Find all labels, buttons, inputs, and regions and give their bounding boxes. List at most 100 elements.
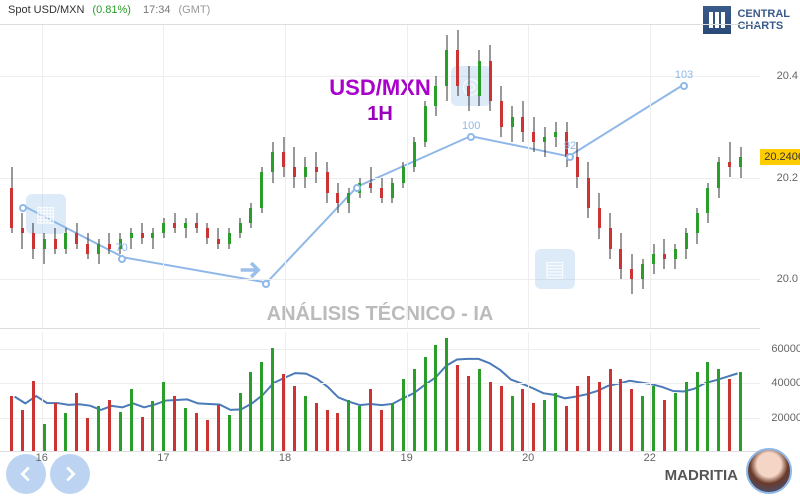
volume-bar — [717, 369, 720, 451]
trend-label: 92 — [564, 140, 576, 152]
volume-bar — [434, 345, 437, 451]
y-axis-label: 20.0 — [777, 273, 798, 285]
watermark-icon: ▦ — [26, 194, 66, 234]
volume-bar — [347, 400, 350, 451]
volume-bar — [445, 338, 448, 451]
trend-label: 70 — [115, 242, 127, 254]
watermark-icon: ▤ — [535, 249, 575, 289]
volume-bar — [271, 348, 274, 451]
volume-bar — [32, 381, 35, 451]
volume-bar — [21, 410, 24, 451]
volume-bar — [685, 382, 688, 451]
volume-bar — [260, 362, 263, 451]
volume-bar — [652, 386, 655, 451]
volume-bar — [54, 403, 57, 451]
volume-bar — [173, 396, 176, 451]
volume-bar — [206, 420, 209, 451]
volume-bar — [402, 379, 405, 451]
x-axis-label: 17 — [157, 452, 169, 464]
volume-bar — [369, 389, 372, 451]
volume-bar — [108, 400, 111, 451]
author-label: MADRITIA — [665, 467, 738, 484]
current-price-tag: 20.2406 — [760, 149, 800, 165]
volume-bar — [228, 415, 231, 451]
volume-bar — [521, 389, 524, 451]
change-pct: (0.81%) — [92, 4, 131, 16]
volume-bar — [304, 396, 307, 451]
volume-bar — [641, 396, 644, 451]
trend-point — [680, 82, 688, 90]
chart-header: Spot USD/MXN (0.81%) 17:34 (GMT) — [8, 4, 210, 16]
volume-bar — [336, 413, 339, 451]
volume-bar — [380, 410, 383, 451]
volume-bar — [674, 393, 677, 451]
volume-bar — [532, 403, 535, 451]
trend-point — [467, 133, 475, 141]
next-button[interactable] — [50, 454, 90, 494]
volume-y-label: 20000 — [771, 412, 800, 424]
timezone-label: (GMT) — [178, 4, 210, 16]
volume-bar — [728, 379, 731, 451]
author-avatar-icon[interactable] — [746, 448, 792, 494]
volume-bar — [543, 400, 546, 451]
trend-label: 103 — [675, 69, 693, 81]
volume-bar — [663, 400, 666, 451]
volume-bar — [609, 369, 612, 451]
volume-bar — [467, 376, 470, 451]
volume-bar — [630, 389, 633, 451]
x-axis-label: 22 — [644, 452, 656, 464]
volume-bar — [739, 372, 742, 451]
volume-bar — [141, 417, 144, 451]
trend-point — [566, 153, 574, 161]
volume-bar — [696, 372, 699, 451]
pair-label: Spot USD/MXN — [8, 4, 84, 16]
volume-bar — [500, 386, 503, 451]
volume-bar — [424, 357, 427, 451]
volume-bar — [413, 369, 416, 451]
volume-bar — [97, 406, 100, 451]
volume-bar — [576, 386, 579, 451]
volume-bar — [456, 365, 459, 451]
trend-point — [353, 184, 361, 192]
volume-bar — [706, 362, 709, 451]
volume-bar — [184, 408, 187, 451]
volume-bar — [293, 386, 296, 451]
x-axis-label: 16 — [36, 452, 48, 464]
volume-bar — [511, 396, 514, 451]
volume-bar — [239, 393, 242, 451]
volume-bar — [151, 401, 154, 451]
volume-bar — [565, 406, 568, 451]
price-chart[interactable]: USD/MXN 1H ANÁLISIS TÉCNICO - IA 20.020.… — [0, 24, 760, 329]
x-axis-label: 20 — [522, 452, 534, 464]
volume-bar — [358, 406, 361, 451]
trend-point — [118, 255, 126, 263]
x-axis-label: 19 — [400, 452, 412, 464]
y-axis-label: 20.2 — [777, 172, 798, 184]
volume-bar — [86, 418, 89, 451]
x-axis-label: 18 — [279, 452, 291, 464]
volume-bar — [619, 379, 622, 451]
volume-bar — [478, 369, 481, 451]
volume-bar — [195, 413, 198, 451]
volume-bar — [249, 372, 252, 451]
volume-bar — [554, 393, 557, 451]
volume-bar — [282, 374, 285, 451]
volume-bar — [326, 410, 329, 451]
trend-point — [262, 280, 270, 288]
chart-title: USD/MXN 1H — [329, 75, 430, 126]
volume-y-label: 60000 — [771, 343, 800, 355]
volume-bar — [43, 424, 46, 451]
time-label: 17:34 — [143, 4, 171, 16]
volume-bar — [391, 403, 394, 451]
volume-bar — [598, 382, 601, 451]
volume-bar — [119, 412, 122, 451]
volume-bar — [162, 382, 165, 451]
volume-bar — [217, 405, 220, 451]
volume-bar — [64, 413, 67, 451]
trend-point — [19, 204, 27, 212]
trend-label: 100 — [462, 120, 480, 132]
volume-panel[interactable]: 200004000060000 — [0, 332, 760, 452]
y-axis-label: 20.4 — [777, 70, 798, 82]
volume-bar — [489, 382, 492, 451]
chart-subtitle: ANÁLISIS TÉCNICO - IA — [267, 303, 494, 326]
